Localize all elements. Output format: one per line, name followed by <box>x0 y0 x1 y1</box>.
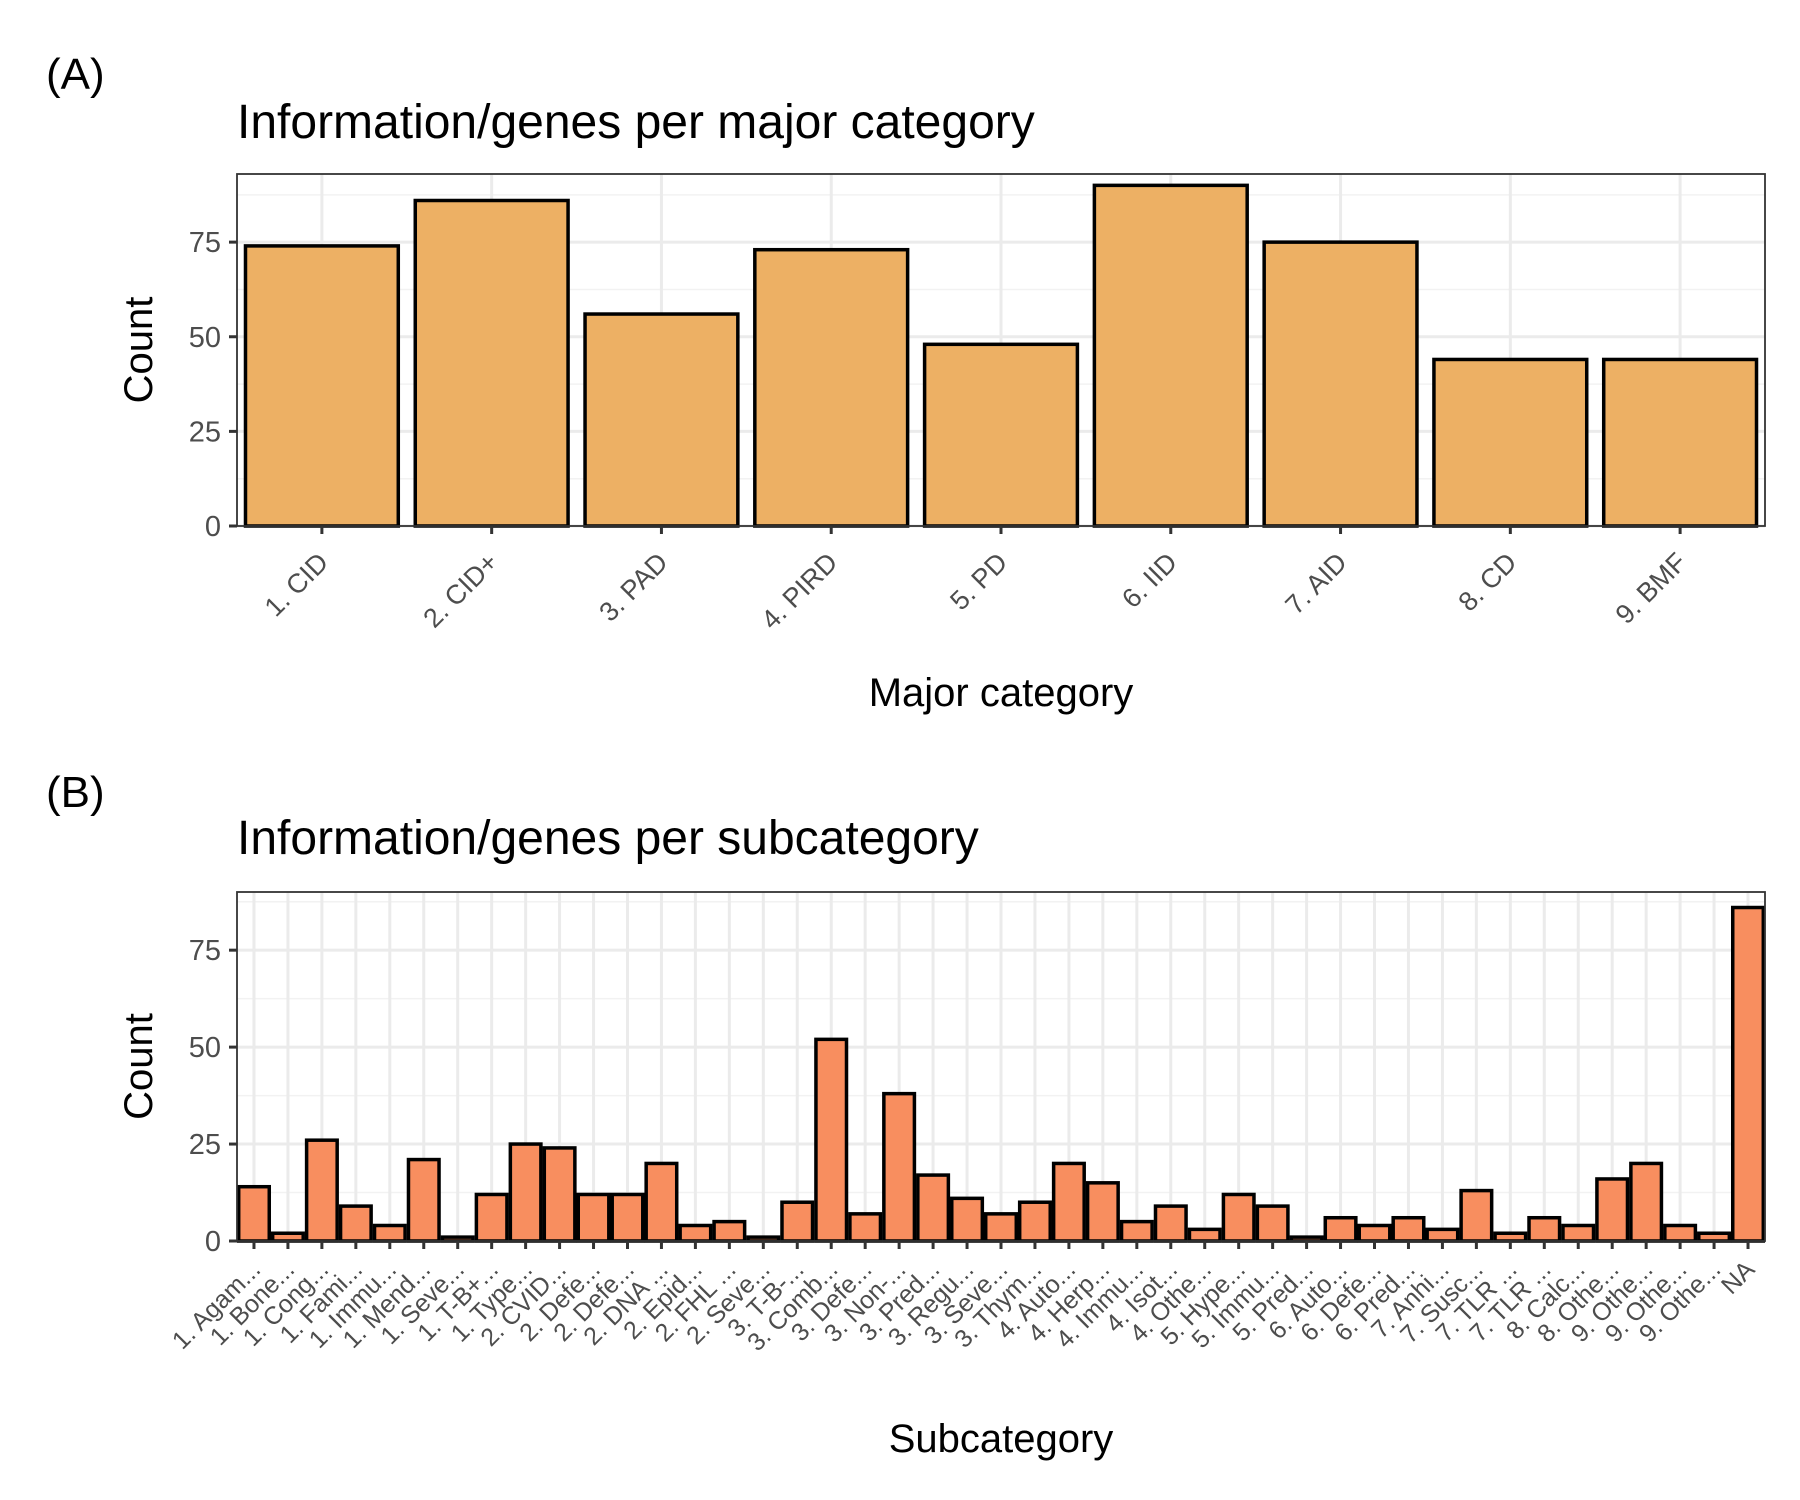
bar-a <box>1092 183 1249 528</box>
chart-title-b: Information/genes per subcategory <box>237 812 979 865</box>
bar-b <box>1153 1204 1188 1243</box>
chart-title-a: Information/genes per major category <box>237 96 1035 149</box>
bar-b <box>1391 1215 1426 1243</box>
bar-b <box>610 1192 645 1243</box>
bar-b <box>406 1157 441 1243</box>
bar-b <box>1459 1188 1494 1243</box>
x-tick-label-a: 8. CD <box>1453 547 1523 617</box>
x-tick-label-a: 6. IID <box>1116 547 1183 614</box>
y-tick-label-b: 50 <box>189 1032 221 1064</box>
y-tick-label-b: 0 <box>205 1226 221 1258</box>
bar-b <box>1017 1200 1052 1243</box>
bar-b <box>678 1223 713 1243</box>
bar-b <box>1357 1223 1392 1243</box>
bar-a <box>753 247 910 528</box>
bar-a <box>922 342 1080 528</box>
bar-a <box>583 312 740 528</box>
x-tick-label-a: 9. BMF <box>1610 547 1693 630</box>
y-tick-label-a: 0 <box>205 511 221 543</box>
bar-b <box>780 1200 815 1243</box>
bar-b <box>1527 1215 1562 1243</box>
bar-b <box>916 1173 951 1243</box>
x-tick-label-a: 7. AID <box>1280 547 1353 620</box>
bar-b <box>1730 905 1766 1243</box>
bar-b <box>372 1223 407 1243</box>
bar-a <box>1601 357 1759 528</box>
bar-b <box>950 1196 985 1243</box>
y-axis-title-b: Count <box>117 1013 161 1120</box>
bar-b <box>712 1219 747 1243</box>
bar-b <box>1085 1181 1120 1243</box>
bar-b <box>542 1146 577 1243</box>
y-tick-label-a: 50 <box>189 322 221 354</box>
bar-b <box>814 1037 849 1243</box>
x-axis-title-b: Subcategory <box>889 1417 1114 1461</box>
bar-b <box>236 1184 272 1243</box>
bar-b <box>1255 1204 1290 1243</box>
bar-b <box>1051 1161 1086 1243</box>
bar-b <box>1221 1192 1256 1243</box>
bar-b <box>1187 1227 1222 1243</box>
bar-b <box>1561 1223 1596 1243</box>
bar-a <box>243 244 401 528</box>
x-axis-title-a: Major category <box>869 671 1134 715</box>
bar-b <box>508 1142 543 1243</box>
bar-b <box>1119 1219 1154 1243</box>
y-axis-title-a: Count <box>117 297 161 404</box>
y-tick-label-a: 75 <box>189 227 221 259</box>
bar-b <box>1493 1231 1528 1243</box>
bar-b <box>882 1091 917 1243</box>
bar-b <box>983 1212 1019 1243</box>
bar-b <box>1629 1161 1664 1243</box>
bar-b <box>644 1161 679 1243</box>
bar-b <box>270 1231 305 1243</box>
bar-b <box>338 1204 373 1243</box>
bar-b <box>304 1138 339 1243</box>
y-tick-label-a: 25 <box>189 416 221 448</box>
bar-b <box>576 1192 611 1243</box>
x-tick-label-a: 1. CID <box>259 547 334 622</box>
bar-b <box>1663 1223 1698 1243</box>
bar-a <box>413 198 570 528</box>
x-tick-label-a: 4. PIRD <box>755 547 843 635</box>
x-tick-label-a: 2. CID+ <box>417 547 503 633</box>
x-tick-label-b: NA <box>1716 1255 1761 1300</box>
bar-a <box>1262 240 1419 528</box>
y-tick-label-b: 75 <box>189 935 221 967</box>
bar-b <box>1323 1215 1358 1243</box>
x-tick-label-a: 5. PD <box>944 547 1013 616</box>
bar-b <box>848 1212 883 1243</box>
panel-label-a: (A) <box>46 50 105 99</box>
bar-b <box>1425 1227 1460 1243</box>
bar-b <box>1595 1177 1630 1243</box>
x-tick-label-a: 3. PAD <box>593 547 673 627</box>
y-tick-label-b: 25 <box>189 1129 221 1161</box>
bar-b <box>474 1192 509 1243</box>
bar-a <box>1432 357 1589 528</box>
panel-label-b: (B) <box>46 768 105 817</box>
bar-b <box>1697 1231 1732 1243</box>
